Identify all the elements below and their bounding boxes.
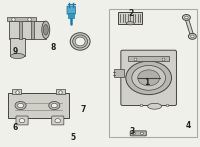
FancyBboxPatch shape [67,6,75,14]
Ellipse shape [42,21,50,39]
Text: 9: 9 [13,47,18,56]
FancyBboxPatch shape [118,12,142,24]
Text: 5: 5 [71,133,76,142]
Text: 1: 1 [144,78,149,87]
Circle shape [126,61,172,95]
Text: 8: 8 [51,43,56,52]
Circle shape [15,101,26,110]
Ellipse shape [70,33,90,50]
Ellipse shape [43,25,48,35]
Circle shape [51,103,57,108]
Text: 4: 4 [186,121,191,130]
Text: 3: 3 [129,127,134,136]
Ellipse shape [75,37,85,46]
Ellipse shape [148,103,162,109]
FancyBboxPatch shape [19,20,22,39]
FancyBboxPatch shape [68,13,74,19]
Ellipse shape [73,35,88,48]
FancyBboxPatch shape [114,69,124,77]
FancyBboxPatch shape [56,89,65,94]
FancyBboxPatch shape [16,116,28,125]
Circle shape [49,101,60,110]
Text: 2: 2 [128,9,133,18]
Circle shape [191,35,194,38]
FancyBboxPatch shape [8,93,69,118]
Circle shape [132,66,166,90]
Circle shape [19,119,25,123]
FancyBboxPatch shape [7,17,36,21]
FancyBboxPatch shape [12,89,21,94]
Circle shape [18,103,24,108]
Circle shape [138,70,160,86]
Circle shape [140,132,143,135]
FancyBboxPatch shape [31,20,34,39]
FancyBboxPatch shape [130,131,146,136]
Polygon shape [9,21,46,39]
FancyBboxPatch shape [52,116,64,125]
Ellipse shape [126,22,134,25]
Circle shape [188,34,196,39]
Circle shape [182,15,190,20]
Text: 6: 6 [13,123,18,132]
Circle shape [55,119,60,123]
FancyBboxPatch shape [10,38,25,56]
Circle shape [185,16,188,19]
Ellipse shape [11,54,25,59]
Circle shape [132,132,135,135]
FancyBboxPatch shape [128,56,169,61]
Text: 7: 7 [80,105,86,114]
FancyBboxPatch shape [121,50,176,106]
